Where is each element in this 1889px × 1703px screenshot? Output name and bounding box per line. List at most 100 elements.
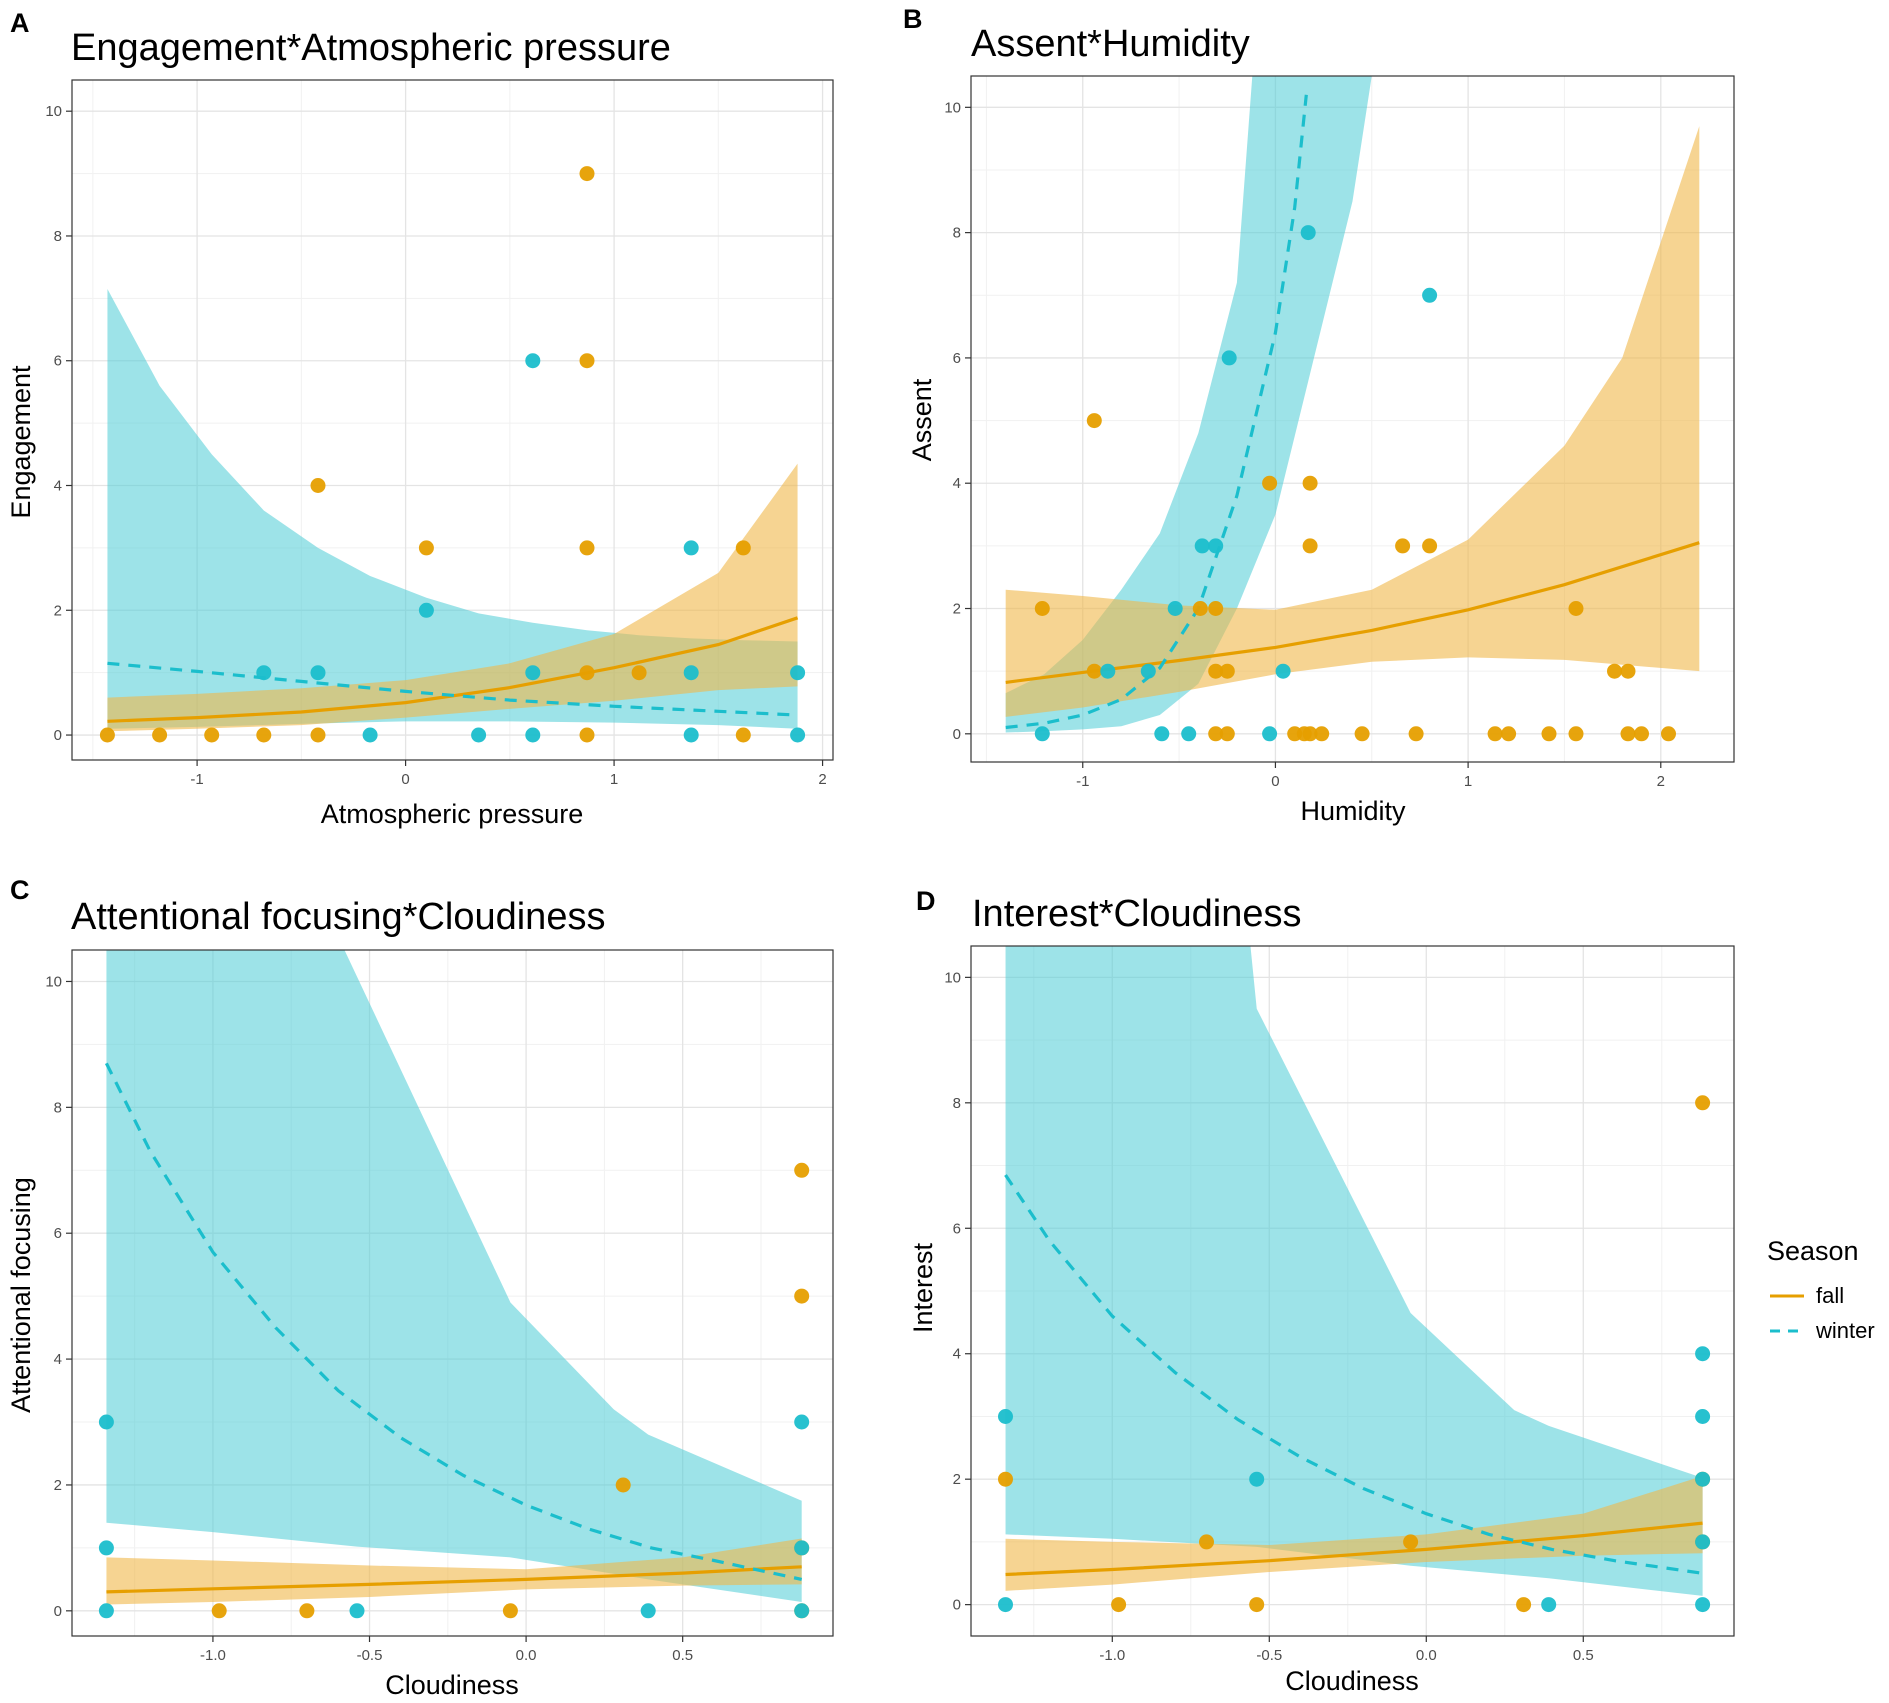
panel-b-fall-point (1034, 601, 1050, 616)
legend: Season fall winter (1767, 1236, 1875, 1343)
panel-d-winter-point (1249, 1471, 1265, 1487)
panel-d-y-tick-label: 10 (944, 969, 961, 986)
panel-d-fall-point (1695, 1095, 1711, 1111)
panel-b-fall-point (1302, 475, 1318, 491)
panel-b-fall-point (1219, 726, 1235, 742)
panel-a-winter-point (525, 353, 541, 369)
panel-d-x-tick-label: -0.5 (1256, 1647, 1282, 1664)
panel-a-fall-point (418, 540, 434, 556)
panel-a-fall-point (579, 540, 595, 556)
panel-c-winter-point (98, 1540, 114, 1556)
panel-a-fall-point (735, 727, 751, 743)
panel-c-winter-point (98, 1414, 114, 1430)
panel-d-winter-point (1695, 1409, 1711, 1424)
panel-d-winter-point (1695, 1597, 1711, 1613)
panel-d-winter-fit-line (1004, 1174, 1703, 1575)
panel-a-winter-point (471, 727, 487, 743)
panel-d-fall-point (998, 1471, 1013, 1487)
panel-b-winter-point (1167, 601, 1183, 616)
panel-a-fall-point (579, 727, 595, 743)
panel-a-y-tick-label: 4 (54, 478, 62, 495)
panel-b-fall-point (1302, 538, 1318, 554)
panel-b-fall-point (1086, 413, 1102, 429)
panel-a-x-tick-label: 1 (610, 771, 618, 788)
panel-c-fall-point (615, 1477, 631, 1493)
panel-a-y-tick-label: 10 (45, 103, 62, 120)
panel-a-winter-point (790, 665, 806, 681)
panel-d-y-tick-label: 8 (953, 1095, 961, 1112)
panel-a-y-tick-label: 0 (54, 727, 62, 744)
panel-b-fall-point (1208, 601, 1224, 616)
panel-d-winter-confidence-band (1005, 946, 1703, 1596)
panel-a-y-tick-label: 2 (54, 602, 62, 619)
legend-label-fall: fall (1816, 1283, 1844, 1308)
panel-b-winter-point (1422, 287, 1438, 303)
panel-a-winter-point (683, 665, 699, 681)
panel-a-winter-point (418, 602, 434, 618)
panel-d-fall-point (1249, 1597, 1265, 1613)
panel-b-fall-point (1302, 726, 1318, 742)
panel-b-y-tick-label: 0 (953, 726, 961, 743)
panel-a-x-tick-label: 0 (401, 771, 409, 788)
panel-b-tag: B (903, 4, 923, 34)
panel-a-winter-point (683, 727, 699, 743)
panel-a-y-axis-title: Engagement (6, 365, 36, 519)
panel-c-y-tick-label: 8 (54, 1099, 62, 1116)
panel-b-fall-point (1568, 601, 1584, 616)
panel-b-winter-fit-line (1005, 94, 1308, 730)
panel-b-x-tick-label: -1 (1076, 773, 1089, 790)
panel-b-y-tick-label: 10 (944, 99, 961, 116)
panel-b-winter-point (1140, 663, 1156, 679)
panel-b-y-tick-label: 6 (953, 350, 961, 367)
panel-c-x-tick-label: 0.5 (672, 1647, 693, 1664)
panel-d-y-tick-label: 6 (953, 1220, 961, 1237)
panel-a-fall-point (204, 727, 220, 743)
panel-a-winter-point (683, 540, 699, 556)
panel-b-winter-point (1208, 538, 1224, 554)
panel-a-fall-point (256, 727, 272, 743)
panel-a-fall-point (99, 727, 115, 743)
panel-b-winter-point (1221, 350, 1237, 366)
panel-b-fall-point (1314, 726, 1330, 742)
panel-b-winter-point (1034, 726, 1050, 742)
panel-b-winter-point (1262, 726, 1278, 742)
panel-a-x-tick-label: 2 (818, 771, 826, 788)
panel-c-winter-point (349, 1603, 365, 1619)
panel-c-title: Attentional focusing*Cloudiness (71, 896, 605, 938)
panel-c-winter-point (794, 1603, 810, 1619)
panel-d-winter-point (998, 1409, 1013, 1424)
panel-b-fall-point (1354, 726, 1370, 742)
panel-b-fall-point (1607, 663, 1622, 679)
panel-c-winter-fit-line (104, 1062, 803, 1581)
panel-d: D Interest*Cloudiness -1.0 -0.5 0.0 0.5 0 2 4 6… (908, 886, 1735, 1696)
panel-b-y-tick-label: 2 (953, 601, 961, 618)
panel-a-y-tick-label: 6 (54, 353, 62, 370)
panel-b-fall-point (1395, 538, 1411, 554)
panel-c: C Attentional focusing*Cloudiness -1.0 -0… (6, 875, 834, 1700)
panel-d-winter-point (1695, 1346, 1711, 1362)
panel-a-fall-point (152, 727, 168, 743)
panel-b-x-tick-label: 0 (1271, 773, 1279, 790)
panel-b-fall-point (1208, 663, 1224, 679)
panel-b-fall-point (1086, 663, 1102, 679)
panel-c-y-tick-label: 10 (45, 973, 62, 990)
panel-a-fall-point (310, 727, 326, 743)
panel-c-winter-point (98, 1603, 114, 1619)
panel-a-x-axis-title: Atmospheric pressure (321, 799, 584, 829)
panel-b-x-tick-label: 1 (1464, 773, 1472, 790)
panel-b-winter-point (1194, 538, 1210, 554)
panel-a-y-tick-label: 8 (54, 228, 62, 245)
panel-b-fall-point (1487, 726, 1503, 742)
panel-b-fall-point (1219, 663, 1235, 679)
panel-b-fall-point (1634, 726, 1649, 742)
panel-a-winter-point (310, 665, 326, 681)
legend-label-winter: winter (1815, 1318, 1875, 1343)
legend-title: Season (1767, 1236, 1859, 1266)
panel-d-x-axis-title: Cloudiness (1285, 1666, 1419, 1696)
panel-b-fall-point (1661, 726, 1676, 742)
panel-b-fall-point (1541, 726, 1557, 742)
panel-b-y-tick-label: 4 (953, 475, 961, 492)
panel-c-y-tick-label: 6 (54, 1225, 62, 1242)
panel-b-x-axis-title: Humidity (1300, 796, 1406, 826)
